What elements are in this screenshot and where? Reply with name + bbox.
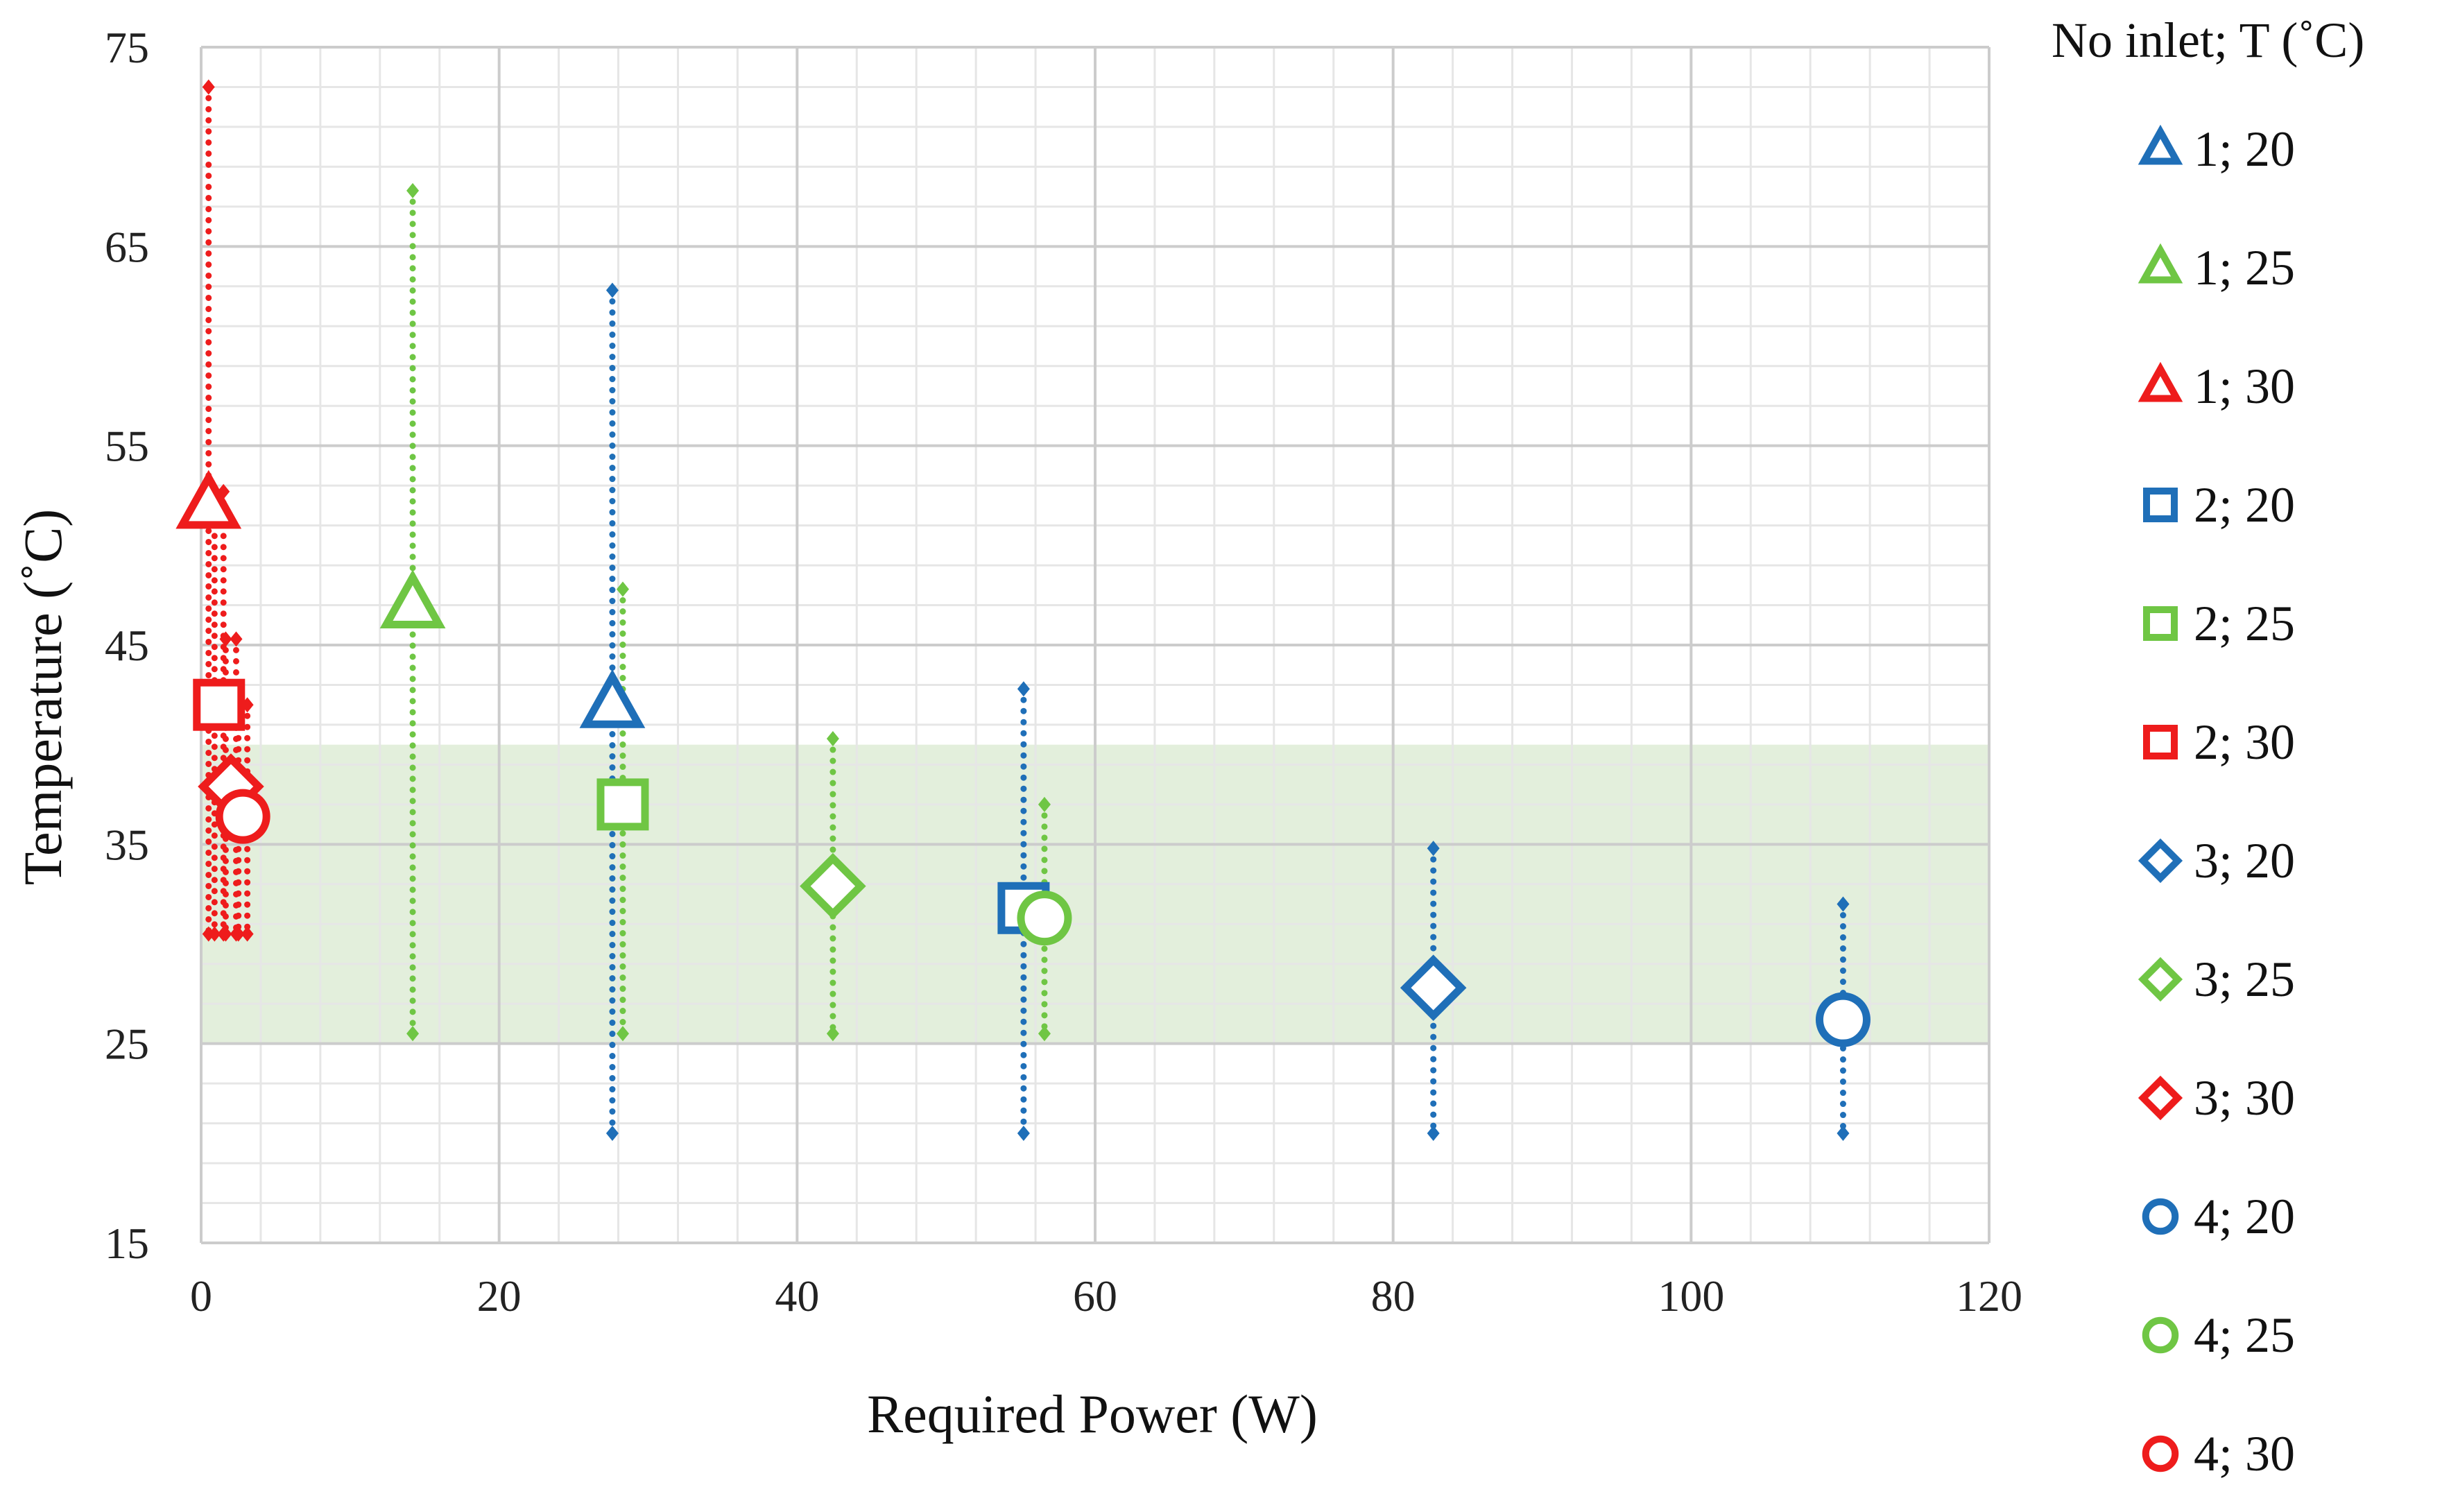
range-max-cap (1837, 896, 1850, 912)
legend-marker (2142, 1316, 2179, 1354)
range-max-cap (1017, 681, 1030, 697)
y-tick-label: 55 (105, 422, 149, 471)
legend-label: 4; 25 (2194, 1307, 2295, 1363)
range-min-cap (406, 1026, 420, 1042)
legend-label: 3; 25 (2194, 952, 2295, 1007)
range-min-cap (605, 1125, 619, 1141)
x-tick-label: 80 (1371, 1271, 1416, 1321)
y-tick-label: 65 (105, 222, 149, 271)
y-tick-label: 15 (105, 1219, 149, 1268)
legend-marker (2142, 1198, 2179, 1235)
x-tick-label: 0 (190, 1271, 212, 1321)
legend-label: 1; 20 (2194, 121, 2295, 177)
legend-marker (2143, 488, 2178, 522)
data-point (1815, 992, 1871, 1047)
legend-marker (2138, 361, 2183, 402)
x-tick-label: 60 (1073, 1271, 1117, 1321)
x-tick-label: 120 (1956, 1271, 2022, 1321)
range-max-cap (826, 731, 839, 747)
y-tick-label: 75 (105, 23, 149, 72)
range-min-cap (232, 926, 245, 942)
legend-marker (2143, 606, 2178, 641)
range-min-cap (1038, 1026, 1051, 1042)
range-min-cap (219, 926, 232, 942)
legend-marker (2138, 124, 2183, 165)
range-min-cap (1017, 1125, 1030, 1141)
legend-marker (2142, 1435, 2179, 1472)
legend-marker (2143, 725, 2178, 759)
legend-label: 2; 30 (2194, 714, 2295, 770)
data-point (1017, 891, 1072, 946)
data-point (215, 789, 270, 844)
range-min-cap (616, 1026, 629, 1042)
data-point (175, 470, 242, 529)
legend-label: 1; 30 (2194, 359, 2295, 414)
legend-marker (2138, 956, 2183, 1002)
range-min-cap (1837, 1125, 1850, 1141)
range-max-cap (406, 182, 420, 198)
legend-label: 3; 20 (2194, 833, 2295, 888)
range-max-cap (202, 79, 215, 95)
legend-label: 4; 30 (2194, 1426, 2295, 1481)
data-point (193, 678, 246, 731)
data-point (1400, 954, 1467, 1021)
legend-label: 4; 20 (2194, 1189, 2295, 1244)
range-min-cap (241, 926, 254, 942)
data-point (596, 778, 649, 831)
range-max-cap (1038, 796, 1051, 812)
data-point (379, 569, 446, 629)
range-max-cap (616, 581, 629, 597)
legend-marker (2138, 1075, 2183, 1121)
legend-marker (2138, 243, 2183, 284)
legend-label: 3; 30 (2194, 1070, 2295, 1126)
legend-label: 2; 25 (2194, 596, 2295, 651)
legend-title: No inlet; T (˚C) (2052, 12, 2364, 68)
x-axis-title: Required Power (W) (867, 1384, 1318, 1444)
range-max-cap (230, 631, 243, 647)
range-max-cap (605, 282, 619, 298)
range-max-cap (1427, 841, 1440, 857)
legend-marker (2138, 838, 2183, 884)
range-min-cap (826, 1026, 839, 1042)
legend-label: 1; 25 (2194, 240, 2295, 295)
y-tick-label: 35 (105, 820, 149, 869)
range-max-cap (219, 631, 232, 647)
legend: No inlet; T (˚C) 1; 20 1; 25 1; 30 2; 20 2; … (2052, 12, 2364, 1481)
data-point (579, 669, 646, 728)
data-point (800, 852, 866, 920)
x-tick-label: 20 (477, 1271, 522, 1321)
y-tick-label: 45 (105, 621, 149, 670)
x-tick-label: 100 (1658, 1271, 1724, 1321)
plot-area: 0 20 40 60 80 100 120 15 25 35 45 55 65 75 (105, 23, 2022, 1321)
y-axis-title: Temperature (˚C) (12, 509, 73, 885)
x-tick-label: 40 (775, 1271, 819, 1321)
range-min-cap (208, 926, 221, 942)
legend-label: 2; 20 (2194, 477, 2295, 533)
y-tick-label: 25 (105, 1020, 149, 1069)
range-min-cap (1427, 1125, 1440, 1141)
